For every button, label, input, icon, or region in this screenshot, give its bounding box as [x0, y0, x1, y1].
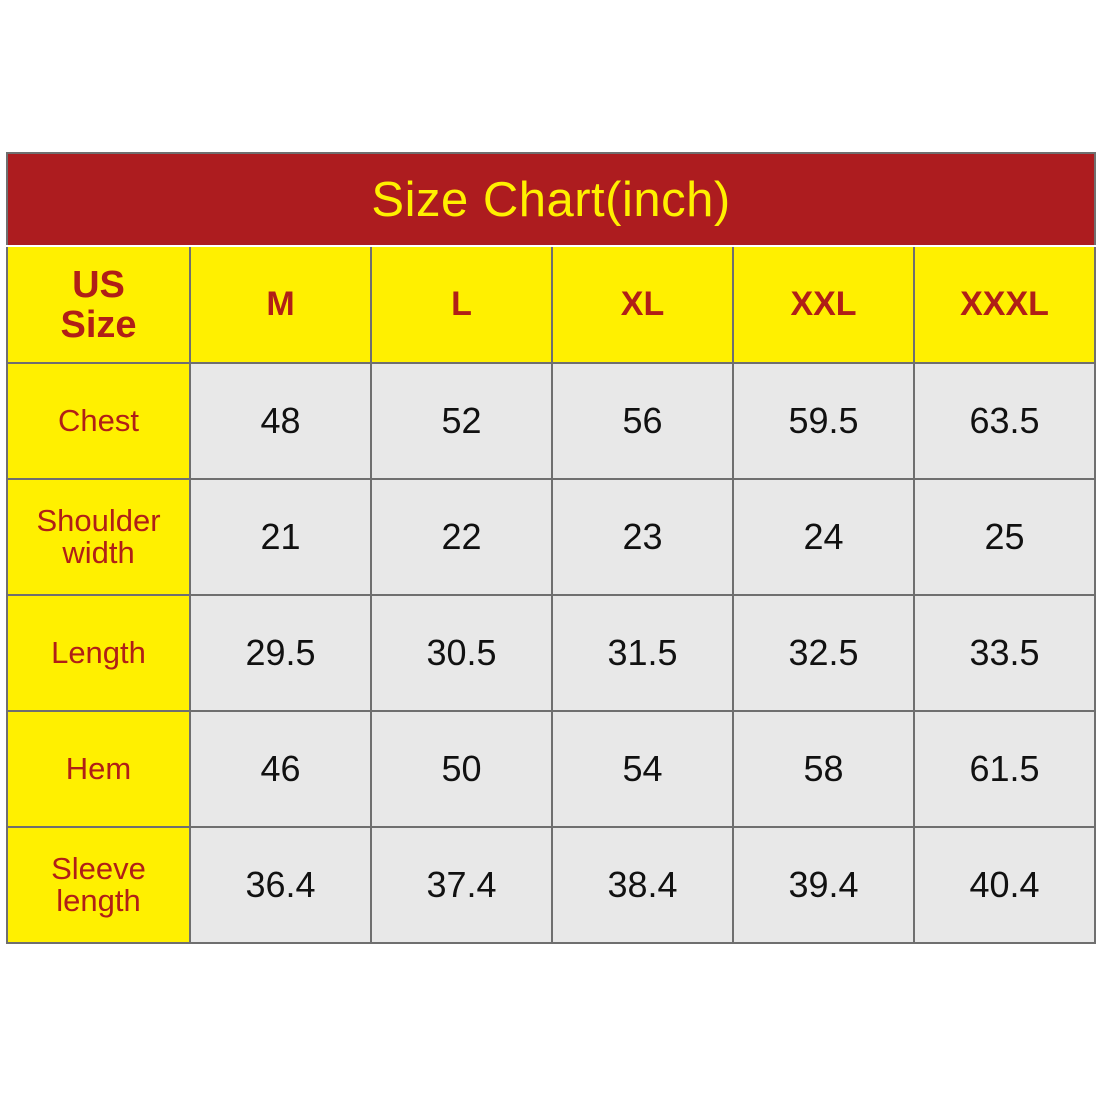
- row-label-line: Chest: [58, 403, 139, 438]
- chart-title: Size Chart(inch): [5, 152, 1097, 247]
- corner-label-line-1: US: [72, 263, 125, 306]
- measurement-row: Shoulder width 21 22 23 24 25: [6, 478, 1097, 596]
- row-label-line: width: [62, 535, 135, 570]
- value-cell: 29.5: [189, 594, 372, 712]
- value-cell: 33.5: [912, 594, 1097, 712]
- value-cell: 40.4: [912, 826, 1097, 944]
- row-label: Chest: [6, 362, 191, 480]
- row-label-line: length: [56, 883, 141, 918]
- size-header-row: US Size M L XL XXL XXXL: [6, 245, 1097, 364]
- value-cell: 54: [551, 710, 734, 828]
- value-cell: 21: [189, 478, 372, 596]
- value-cell: 23: [551, 478, 734, 596]
- measurement-row: Sleeve length 36.4 37.4 38.4 39.4 40.4: [6, 826, 1097, 944]
- value-cell: 63.5: [912, 362, 1097, 480]
- row-label: Length: [6, 594, 191, 712]
- value-cell: 50: [370, 710, 553, 828]
- row-label-line: Hem: [65, 751, 132, 786]
- value-cell: 59.5: [732, 362, 915, 480]
- value-cell: 61.5: [912, 710, 1097, 828]
- value-cell: 24: [732, 478, 915, 596]
- value-cell: 56: [551, 362, 734, 480]
- row-label: Hem: [6, 710, 191, 828]
- size-chart-table: Size Chart(inch) US Size M L XL XXL XXXL…: [5, 152, 1097, 944]
- value-cell: 22: [370, 478, 553, 596]
- row-label-line: Length: [51, 635, 146, 670]
- value-cell: 58: [732, 710, 915, 828]
- row-label-line: Sleeve: [51, 851, 146, 886]
- value-cell: 30.5: [370, 594, 553, 712]
- value-cell: 36.4: [189, 826, 372, 944]
- value-cell: 31.5: [551, 594, 734, 712]
- corner-label: US Size: [6, 245, 191, 364]
- row-label-line: Shoulder: [36, 503, 161, 538]
- value-cell: 32.5: [732, 594, 915, 712]
- size-header-xl: XL: [551, 245, 734, 364]
- size-header-xxl: XXL: [732, 245, 915, 364]
- row-label: Shoulder width: [6, 478, 191, 596]
- size-header-l: L: [370, 245, 553, 364]
- value-cell: 39.4: [732, 826, 915, 944]
- corner-label-line-2: Size: [60, 303, 137, 346]
- row-label: Sleeve length: [6, 826, 191, 944]
- value-cell: 48: [189, 362, 372, 480]
- value-cell: 52: [370, 362, 553, 480]
- value-cell: 37.4: [370, 826, 553, 944]
- measurement-row: Hem 46 50 54 58 61.5: [6, 710, 1097, 828]
- value-cell: 38.4: [551, 826, 734, 944]
- measurement-row: Chest 48 52 56 59.5 63.5: [6, 362, 1097, 480]
- size-header-xxxl: XXXL: [912, 245, 1097, 364]
- size-header-m: M: [189, 245, 372, 364]
- measurement-row: Length 29.5 30.5 31.5 32.5 33.5: [6, 594, 1097, 712]
- value-cell: 46: [189, 710, 372, 828]
- value-cell: 25: [912, 478, 1097, 596]
